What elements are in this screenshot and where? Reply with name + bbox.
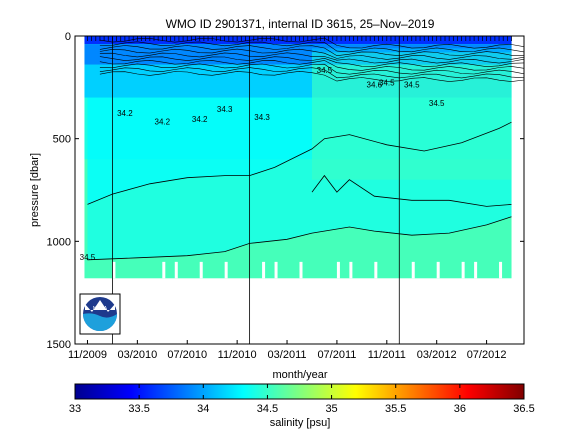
contour-label: 34.6	[367, 80, 383, 89]
upper-contour	[99, 59, 524, 71]
upper-contour	[99, 52, 524, 64]
isohaline-34.5	[87, 216, 512, 261]
contour-labels: 34.234.234.334.334.234.534.534.634.534.5…	[80, 66, 445, 262]
chart-title: WMO ID 2901371, internal ID 3615, 25–Nov…	[166, 17, 435, 31]
contour-label: 34.5	[317, 66, 333, 75]
gap-bar	[461, 261, 465, 279]
x-tick-label: 07/2012	[467, 349, 507, 361]
x-tick-label: 03/2011	[268, 349, 307, 361]
salinity-fill-patch	[311, 48, 512, 65]
contour-label: 34.5	[379, 78, 395, 87]
contour-label: 34.5	[429, 99, 445, 108]
colorbar-label: salinity [psu]	[270, 417, 331, 429]
gap-bar	[199, 261, 203, 279]
upper-contour	[99, 56, 524, 68]
contour-label: 34.2	[117, 109, 133, 118]
profile-gap-lines	[112, 36, 400, 344]
x-tick-label: 03/2010	[117, 349, 157, 361]
contour-label: 34.3	[217, 105, 233, 114]
gap-bar	[174, 261, 178, 279]
gap-bar	[436, 261, 440, 279]
x-tick-label: 11/2011	[368, 349, 406, 361]
gap-bar	[299, 261, 303, 279]
y-tick-label: 1500	[47, 339, 71, 351]
salinity-fill-zone	[84, 36, 512, 45]
contour-label: 34.5	[404, 80, 420, 89]
contour-label: 34.2	[192, 115, 208, 124]
y-axis: 0 500 1000 1500 pressure [dbar]	[29, 31, 524, 351]
colorbar-tick-label: 35.5	[385, 403, 406, 415]
upper-contour	[99, 41, 524, 53]
plot-frame	[74, 35, 525, 345]
noaa-logo-text: NOAA	[93, 306, 108, 312]
contour-label: 34.3	[254, 113, 270, 122]
y-tick-label: 0	[65, 31, 71, 43]
gap-bar	[162, 261, 166, 279]
gap-bar	[374, 261, 378, 279]
x-axis-label: month/year	[272, 369, 327, 381]
colorbar-tick-label: 34	[197, 403, 209, 415]
x-tick-label: 11/2009	[68, 349, 107, 361]
colorbar-tick-label: 36	[454, 403, 466, 415]
colorbar-tick-label: 35	[325, 403, 337, 415]
upper-contour	[99, 48, 524, 60]
gap-bar	[262, 261, 266, 279]
colorbar-tick-label: 33	[69, 403, 81, 415]
gap-bar	[411, 261, 415, 279]
upper-contour	[99, 63, 524, 75]
salinity-fill-layer	[84, 36, 512, 279]
white-gap-bars	[112, 261, 503, 279]
upper-contour	[99, 45, 524, 57]
contour-label: 34.2	[155, 117, 171, 126]
colorbar-tick-label: 34.5	[257, 403, 278, 415]
contour-lines	[87, 37, 524, 261]
x-tick-label: 07/2011	[317, 349, 356, 361]
plot-area: 34.234.234.334.334.234.534.534.634.534.5…	[75, 36, 524, 344]
x-tick-label: 11/2010	[218, 349, 257, 361]
gap-bar	[499, 261, 503, 279]
gap-bar	[336, 261, 340, 279]
x-tick-label: 07/2010	[167, 349, 207, 361]
y-axis-label: pressure [dbar]	[29, 153, 41, 227]
colorbar-tick-label: 36.5	[513, 403, 534, 415]
upper-contour	[99, 67, 524, 79]
gap-bar	[224, 261, 228, 279]
upper-contour	[99, 70, 524, 82]
y-tick-label: 1000	[47, 236, 71, 248]
gap-bar	[474, 261, 478, 279]
noaa-logo: NOAA	[79, 293, 121, 335]
contour-label: 34.5	[80, 253, 96, 262]
colorbar-tick-label: 33.5	[128, 403, 149, 415]
gap-bar	[274, 261, 278, 279]
x-axis: 11/2009 03/2010 07/2010 11/2010 03/2011 07/20…	[68, 340, 506, 381]
gap-bar	[112, 261, 116, 279]
x-tick-label: 03/2012	[417, 349, 457, 361]
isohaline-34.4	[87, 121, 512, 205]
salinity-fill-patch	[311, 52, 512, 180]
colorbar: 33 33.5 34 34.5 35 35.5 36 36.5 salinity [psu]	[69, 383, 535, 429]
gap-bar	[349, 261, 353, 279]
y-tick-label: 500	[53, 134, 71, 146]
colorbar-gradient	[74, 383, 525, 400]
isohaline-34.45	[311, 174, 512, 207]
